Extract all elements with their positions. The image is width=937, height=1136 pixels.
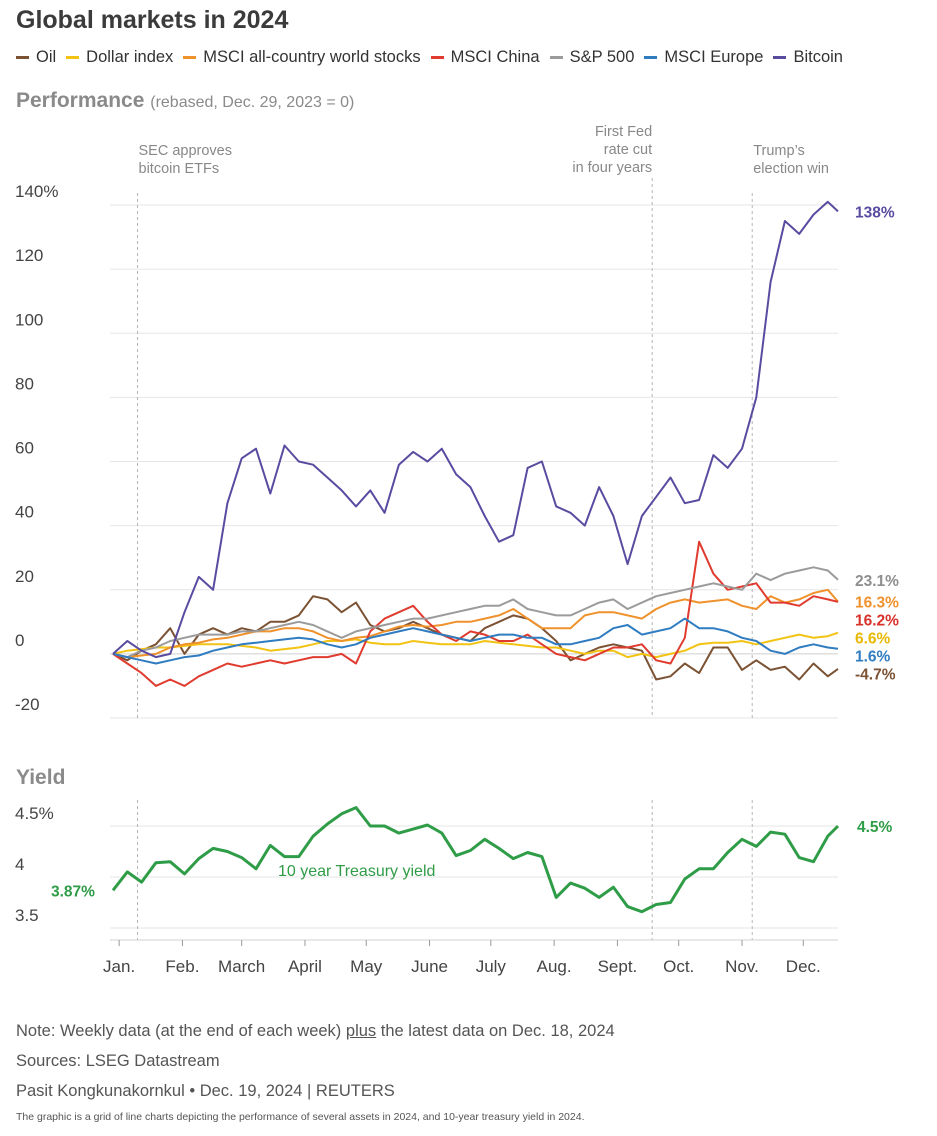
credit-text: Pasit Kongkunakornkul • Dec. 19, 2024 | … xyxy=(16,1082,395,1100)
legend-swatch xyxy=(549,56,563,59)
end-label-treasury-yield: 4.5% xyxy=(857,819,893,836)
annotation-text: in four years xyxy=(572,160,652,176)
end-label-msci-all-country-world-stocks: 16.3% xyxy=(855,595,899,612)
figure-caption: The graphic is a grid of line charts dep… xyxy=(16,1111,585,1123)
y-tick-label: 4 xyxy=(15,855,24,874)
y-tick-label: 100 xyxy=(15,310,43,329)
annotation-text: rate cut xyxy=(604,142,652,158)
x-tick-label: Feb. xyxy=(165,957,199,976)
x-tick-label: June xyxy=(411,957,448,976)
legend-label: MSCI Europe xyxy=(664,48,764,66)
x-tick-label: April xyxy=(288,957,322,976)
annotation-text: bitcoin ETFs xyxy=(139,161,220,177)
legend-swatch xyxy=(16,56,29,59)
end-label-bitcoin: 138% xyxy=(855,204,895,221)
legend-swatch xyxy=(430,56,444,59)
x-tick-label: July xyxy=(476,957,507,976)
x-tick-label: May xyxy=(350,957,383,976)
series-line-s-p-500 xyxy=(112,566,839,659)
series-line-msci-all-country-world-stocks xyxy=(112,588,839,659)
series-line-oil xyxy=(112,595,839,681)
y-tick-label: 60 xyxy=(15,439,34,458)
legend-item-dollar-index: Dollar index xyxy=(66,48,173,67)
legend-label: MSCI China xyxy=(450,48,540,66)
chart-canvas: 140% 120 100 80 60 40 20 0 -20 SEC approves bitcoi… xyxy=(15,124,899,976)
chart-title: Global markets in 2024 xyxy=(16,6,289,34)
legend-item-msci-all-country-world-stocks: MSCI all-country world stocks xyxy=(183,48,421,67)
x-tick-label: Dec. xyxy=(786,957,821,976)
y-tick-label: -20 xyxy=(15,695,40,714)
legend-label: Bitcoin xyxy=(793,48,843,66)
series-line-treasury-yield xyxy=(111,806,840,914)
y-tick-label: 20 xyxy=(15,567,34,586)
series-line-msci-europe xyxy=(112,617,839,665)
end-label-msci-china: 16.2% xyxy=(855,613,899,630)
legend-item-msci-china: MSCI China xyxy=(430,48,540,67)
x-tick-label: Oct. xyxy=(663,957,694,976)
legend-label: Dollar index xyxy=(86,48,174,66)
notes-block: Note: Weekly data (at the end of each we… xyxy=(16,1016,615,1106)
annotation-text: SEC approves xyxy=(139,143,233,159)
legend-item-oil: Oil xyxy=(16,48,56,67)
x-tick-label: March xyxy=(218,957,265,976)
note-text: Note: Weekly data (at the end of each we… xyxy=(16,1016,615,1046)
end-label-oil: -4.7% xyxy=(855,667,896,684)
series-label-treasury-yield: 10 year Treasury yield xyxy=(278,863,435,880)
performance-title: Performance xyxy=(16,89,145,112)
legend-item-msci-europe: MSCI Europe xyxy=(644,48,763,67)
legend-label: S&P 500 xyxy=(569,48,635,66)
legend-label: Oil xyxy=(36,48,57,66)
annotation-text: First Fed xyxy=(595,124,652,140)
end-label-s-p-500: 23.1% xyxy=(855,573,899,590)
x-tick-label: Jan. xyxy=(103,957,135,976)
y-tick-label: 40 xyxy=(15,503,34,522)
legend-swatch xyxy=(66,56,80,59)
y-tick-label: 80 xyxy=(15,374,34,393)
legend-swatch xyxy=(644,56,658,59)
y-tick-label: 4.5% xyxy=(15,804,54,823)
legend-swatch xyxy=(183,56,197,59)
annotation-text: election win xyxy=(753,161,829,177)
note-plus: plus xyxy=(345,1022,377,1040)
x-tick-label: Sept. xyxy=(598,957,638,976)
legend-item-s-p-500: S&P 500 xyxy=(549,48,635,67)
series-line-msci-china xyxy=(112,540,839,687)
legend-item-bitcoin: Bitcoin xyxy=(773,48,843,67)
note-suffix: the latest data on Dec. 18, 2024 xyxy=(376,1022,615,1040)
performance-heading: Performance (rebased, Dec. 29, 2023 = 0) xyxy=(16,89,354,113)
sources-text: Sources: LSEG Datastream xyxy=(16,1052,220,1070)
legend-swatch xyxy=(773,56,787,59)
performance-subtitle: (rebased, Dec. 29, 2023 = 0) xyxy=(150,94,355,111)
yield-heading: Yield xyxy=(16,766,66,789)
legend: Oil Dollar index MSCI all-country world st… xyxy=(16,48,843,67)
y-tick-label: 0 xyxy=(15,631,24,650)
end-label-dollar-index: 6.6% xyxy=(855,631,891,648)
note-prefix: Note: Weekly data (at the end of each we… xyxy=(16,1022,346,1040)
y-tick-label: 140% xyxy=(15,182,58,201)
y-tick-label: 3.5 xyxy=(15,906,39,925)
x-tick-label: Nov. xyxy=(725,957,759,976)
x-tick-label: Aug. xyxy=(537,957,572,976)
legend-label: MSCI all-country world stocks xyxy=(203,48,421,66)
series-line-bitcoin xyxy=(112,200,839,659)
annotation-text: Trump’s xyxy=(753,143,805,159)
end-label-msci-europe: 1.6% xyxy=(855,649,891,666)
y-tick-label: 120 xyxy=(15,246,43,265)
start-label-treasury-yield: 3.87% xyxy=(51,883,95,900)
